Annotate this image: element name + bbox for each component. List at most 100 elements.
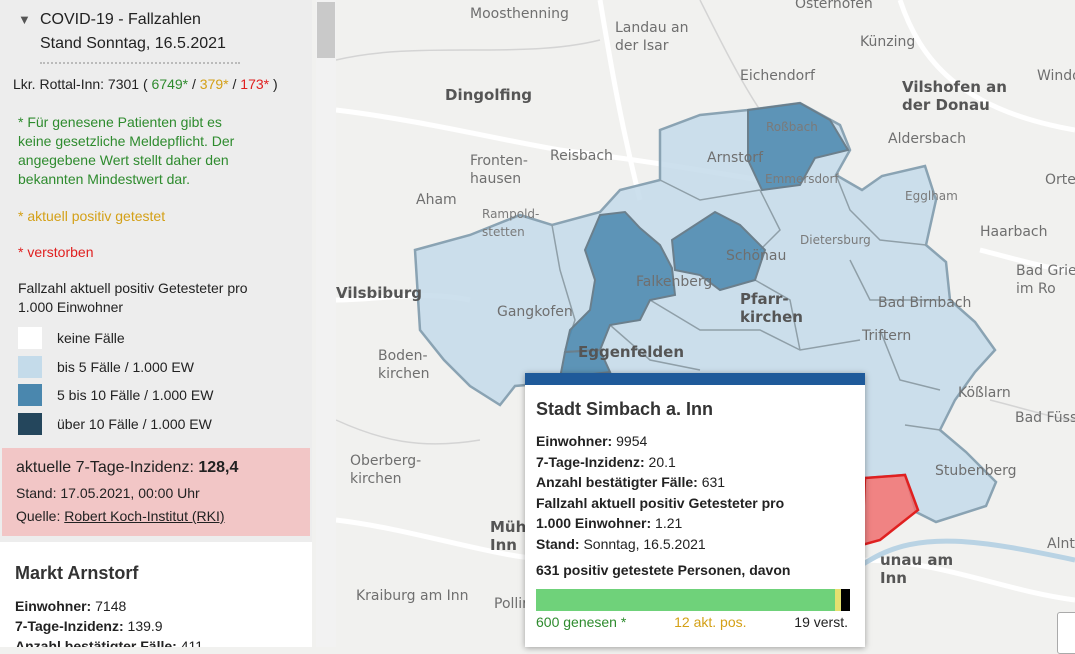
place-label: Bad Füss — [1015, 410, 1075, 426]
bar-segment — [536, 589, 835, 611]
place-label: Kraiburg am Inn — [356, 588, 469, 604]
stacked-bar-labels: 600 genesen * 12 akt. pos. 19 verst. — [536, 614, 848, 630]
legend-item: bis 5 Fälle / 1.000 EW — [18, 355, 194, 378]
home-button[interactable] — [1057, 612, 1075, 654]
place-label: Orte — [1045, 172, 1075, 188]
legend-item: keine Fälle — [18, 327, 125, 349]
field: Einwohner: 9954 — [536, 431, 786, 452]
field-label: Fallzahl aktuell positiv Getesteter pro … — [536, 494, 785, 532]
legend-swatch — [18, 327, 42, 349]
legend-label: bis 5 Fälle / 1.000 EW — [57, 358, 194, 375]
place-label: Gangkofen — [497, 304, 573, 320]
place-label: Vilsbiburg — [336, 284, 422, 302]
incidence-label: aktuelle 7-Tage-Inzidenz: — [16, 459, 194, 476]
place-label: Triftern — [861, 328, 911, 344]
field: 7-Tage-Inzidenz: 139.9 — [15, 616, 203, 636]
collapse-icon[interactable]: ▼ — [18, 12, 31, 27]
place-label: Pfarr- — [740, 290, 789, 308]
stacked-bar — [536, 589, 850, 611]
field: 7-Tage-Inzidenz: 20.1 — [536, 452, 786, 473]
incidence-line: aktuelle 7-Tage-Inzidenz: 128,4 — [16, 459, 238, 477]
place-label: Kößlarn — [958, 385, 1011, 401]
place-label: Bad Grie — [1016, 263, 1075, 279]
legend-swatch — [18, 355, 42, 378]
field-value: 1.21 — [655, 515, 683, 531]
field-label: Stand: — [536, 535, 580, 552]
place-label: Inn — [490, 536, 517, 554]
place-label: Aldersbach — [888, 131, 966, 147]
place-label: Künzing — [860, 34, 915, 50]
field: Einwohner: 7148 — [15, 596, 203, 616]
field-label: Anzahl bestätigter Fälle: — [536, 474, 698, 490]
place-label: Haarbach — [980, 224, 1047, 240]
incidence-value: 128,4 — [198, 459, 239, 476]
legend-swatch — [18, 384, 42, 406]
bar-label: 600 genesen * — [536, 614, 627, 630]
place-label: Windo — [1037, 68, 1075, 84]
place-label: Boden- — [378, 348, 428, 364]
place-label: Osterhofen — [795, 0, 873, 12]
sidebar: ▼ COVID-19 - Fallzahlen Stand Sonntag, 1… — [0, 0, 312, 647]
field-label: Anzahl bestätigter Fälle: — [15, 638, 177, 647]
field-value: 9954 — [616, 433, 648, 449]
place-label: Reisbach — [550, 148, 613, 164]
note: * verstorben — [18, 244, 94, 260]
place-label: Roßbach — [766, 120, 818, 134]
field-value: 631 — [701, 474, 726, 490]
place-labels: Moosthenning Landau an der Isar Osterhofen K… — [336, 0, 1075, 612]
place-label: Rampold- — [482, 207, 539, 221]
place-label: der Donau — [902, 96, 990, 114]
title: COVID-19 - Fallzahlen — [40, 11, 201, 28]
place-label: unau am — [880, 551, 953, 569]
bar-segment — [840, 589, 850, 611]
place-label: Aham — [416, 192, 457, 208]
legend-item: 5 bis 10 Fälle / 1.000 EW — [18, 384, 213, 406]
place-label: der Isar — [615, 38, 669, 54]
legend-title: Fallzahl aktuell positiv Getesteter pro … — [18, 280, 248, 315]
scrollbar[interactable] — [316, 0, 336, 647]
district-summary: Lkr. Rottal-Inn: 7301 ( 6749* / 379* / 1… — [13, 76, 278, 92]
legend-label: keine Fälle — [57, 330, 125, 346]
separator: / — [192, 76, 196, 92]
place-label: Stubenberg — [935, 463, 1017, 479]
note: * Für genesene Patienten gibt es keine g… — [18, 114, 235, 187]
place-label: Schönau — [726, 248, 786, 264]
field-label: Einwohner: — [15, 598, 92, 614]
place-label: Moosthenning — [470, 6, 569, 22]
detail-title: Markt Arnstorf — [15, 563, 139, 583]
place-label: stetten — [482, 225, 525, 239]
place-label: Falkenberg — [636, 274, 712, 290]
note: * aktuell positiv getestet — [18, 208, 166, 224]
place-label: Egglham — [905, 189, 958, 203]
incidence-date: Stand: 17.05.2021, 00:00 Uhr — [16, 485, 200, 501]
place-label: kirchen — [740, 308, 803, 326]
field: Anzahl bestätigter Fälle: 411 — [15, 636, 203, 647]
place-label: hausen — [470, 171, 521, 187]
district-recovered: 6749* — [151, 76, 189, 92]
bar-label: 12 akt. pos. — [674, 614, 747, 630]
legend-swatch — [18, 412, 42, 435]
district-suffix: ) — [272, 76, 278, 92]
detail-fields: Einwohner: 7148 7-Tage-Inzidenz: 139.9 Anz… — [15, 596, 203, 647]
scroll-thumb[interactable] — [317, 2, 335, 58]
field-label: Einwohner: — [536, 433, 613, 449]
place-label: Dietersburg — [800, 233, 871, 247]
high-areas[interactable] — [558, 101, 850, 380]
place-label: Fronten- — [470, 153, 528, 169]
place-label: kirchen — [378, 366, 430, 382]
source-link[interactable]: Robert Koch-Institut (RKI) — [64, 508, 225, 524]
bar-segment — [834, 589, 841, 611]
field-value: Sonntag, 16.5.2021 — [583, 535, 706, 552]
popup: Stadt Simbach a. Inn Einwohner: 9954 7-Ta… — [525, 373, 865, 647]
legend-item: über 10 Fälle / 1.000 EW — [18, 412, 212, 435]
detail-panel: Markt Arnstorf Einwohner: 7148 7-Tage-Inz… — [0, 542, 312, 647]
field-value: 139.9 — [127, 618, 163, 634]
place-label: kirchen — [350, 471, 402, 487]
source-label: Quelle: — [16, 508, 61, 524]
place-label: Alntha — [1047, 536, 1075, 552]
date: Stand Sonntag, 16.5.2021 — [40, 35, 226, 52]
legend-label: über 10 Fälle / 1.000 EW — [57, 415, 212, 432]
place-label: Vilshofen an — [902, 78, 1007, 96]
field-value: 7148 — [95, 598, 127, 614]
incidence-box: aktuelle 7-Tage-Inzidenz: 128,4 Stand: 1… — [2, 448, 310, 536]
